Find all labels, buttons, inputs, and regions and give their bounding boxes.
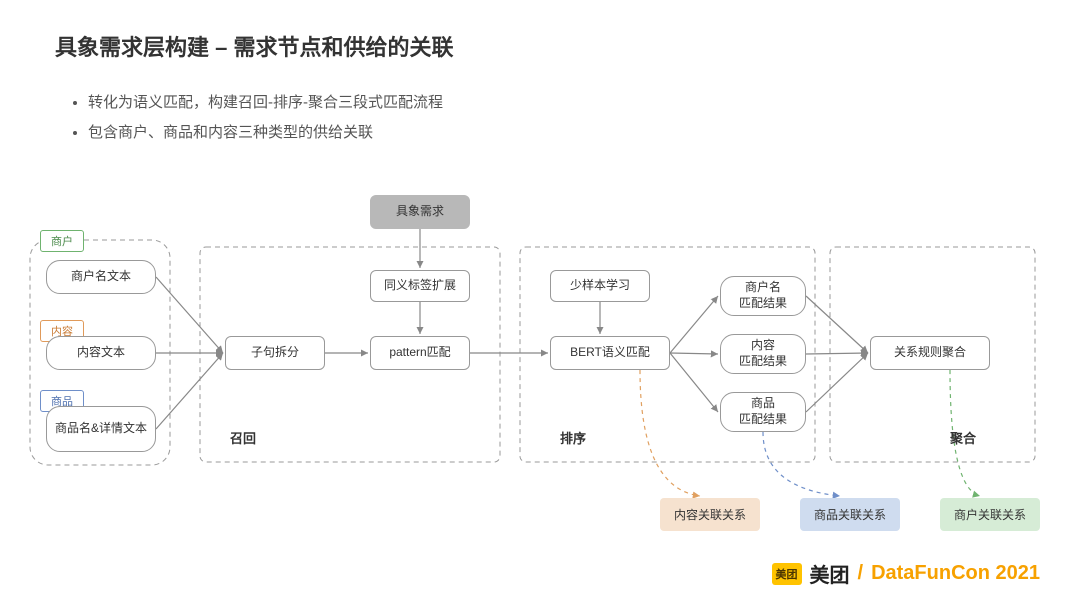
rel-content: 内容关联关系	[660, 498, 760, 531]
meituan-logo-icon: 美团	[772, 563, 802, 585]
stage-label-rank: 排序	[560, 428, 586, 447]
tag-merchant: 商户	[40, 230, 84, 252]
node-demand: 具象需求	[370, 195, 470, 229]
diagram-canvas: 商户 内容 商品 商户名文本 内容文本 商品名&详情文本 具象需求 同义标签扩展…	[0, 0, 1080, 608]
footer-sep: /	[858, 562, 864, 585]
rel-product: 商品关联关系	[800, 498, 900, 531]
footer-meituan: 美团	[810, 559, 850, 588]
node-fewshot: 少样本学习	[550, 270, 650, 302]
node-result-content: 内容匹配结果	[720, 334, 806, 374]
node-synonym-expand: 同义标签扩展	[370, 270, 470, 302]
input-merchant-text: 商户名文本	[46, 260, 156, 294]
stage-label-agg: 聚合	[950, 428, 976, 447]
input-product-text: 商品名&详情文本	[46, 406, 156, 452]
node-pattern-match: pattern匹配	[370, 336, 470, 370]
input-content-text: 内容文本	[46, 336, 156, 370]
node-rule-agg: 关系规则聚合	[870, 336, 990, 370]
node-clause-split: 子句拆分	[225, 336, 325, 370]
node-result-merchant: 商户名匹配结果	[720, 276, 806, 316]
node-result-product: 商品匹配结果	[720, 392, 806, 432]
stage-label-recall: 召回	[230, 428, 256, 447]
arrows-layer	[0, 0, 1080, 608]
footer: 美团 美团 / DataFunCon 2021	[772, 559, 1041, 588]
node-bert: BERT语义匹配	[550, 336, 670, 370]
footer-conf: DataFunCon 2021	[871, 562, 1040, 585]
rel-merchant: 商户关联关系	[940, 498, 1040, 531]
